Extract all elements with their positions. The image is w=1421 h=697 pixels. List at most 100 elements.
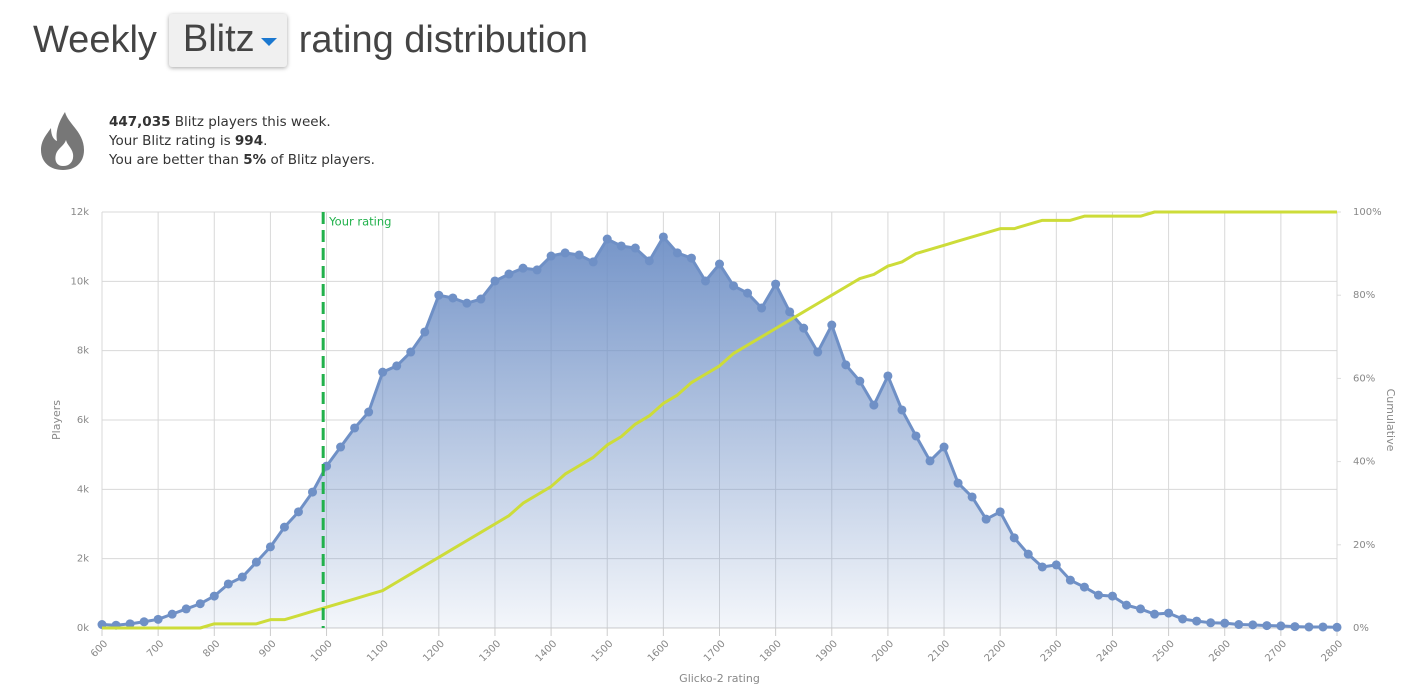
data-point: [336, 442, 346, 452]
y-tick-label: 8k: [77, 346, 89, 357]
data-point: [504, 269, 514, 279]
your-rating-label: Your rating: [328, 215, 391, 229]
x-tick-label: 2000: [870, 638, 896, 664]
data-point: [925, 456, 935, 466]
y-tick-label: 12k: [70, 207, 89, 218]
data-point: [574, 250, 584, 260]
info-line: You are better than 5% of Blitz players.: [109, 151, 375, 170]
data-point: [1009, 533, 1019, 543]
data-point: [1107, 591, 1117, 601]
data-point: [841, 360, 851, 370]
y2-axis-title: Cumulative: [1384, 389, 1397, 452]
data-point: [181, 604, 191, 614]
data-point: [771, 279, 781, 289]
info-line: Your Blitz rating is 994.: [109, 132, 375, 151]
data-point: [855, 376, 865, 386]
data-point: [785, 307, 795, 317]
data-point: [364, 407, 374, 417]
x-tick-label: 1400: [534, 638, 560, 664]
data-point: [532, 265, 542, 275]
data-point: [686, 253, 696, 263]
y2-tick-label: 20%: [1353, 540, 1375, 551]
data-point: [602, 234, 612, 244]
x-tick-label: 2600: [1207, 638, 1233, 664]
x-tick-label: 700: [145, 638, 166, 659]
x-tick-label: 1600: [646, 638, 672, 664]
x-tick-label: 2800: [1319, 638, 1345, 664]
x-tick-label: 2300: [1039, 638, 1065, 664]
y2-tick-label: 0%: [1353, 623, 1369, 634]
data-point: [1248, 620, 1258, 630]
x-tick-label: 2400: [1095, 638, 1121, 664]
y2-tick-label: 80%: [1353, 290, 1375, 301]
data-point: [350, 423, 360, 433]
data-point: [1164, 608, 1174, 618]
data-point: [1318, 622, 1328, 632]
data-point: [546, 251, 556, 261]
data-point: [209, 591, 219, 601]
x-tick-label: 1200: [421, 638, 447, 664]
data-point: [293, 507, 303, 517]
x-tick-label: 2700: [1263, 638, 1289, 664]
player-count: 447,035: [109, 114, 171, 130]
data-point: [1192, 616, 1202, 626]
data-point: [897, 405, 907, 415]
data-point: [1234, 620, 1244, 630]
data-point: [462, 298, 472, 308]
data-point: [1150, 609, 1160, 619]
variant-label: Blitz: [182, 18, 255, 60]
data-point: [251, 557, 261, 567]
data-point: [953, 478, 963, 488]
y-tick-label: 6k: [77, 415, 89, 426]
data-point: [869, 400, 879, 410]
y-tick-label: 10k: [70, 276, 89, 287]
data-point: [981, 514, 991, 524]
flame-icon: [41, 112, 84, 170]
data-point: [476, 294, 486, 304]
y-axis-title: Players: [50, 400, 63, 440]
data-point: [1079, 582, 1089, 592]
data-point: [167, 609, 177, 619]
x-tick-label: 1900: [814, 638, 840, 664]
data-point: [1037, 562, 1047, 572]
y-tick-label: 2k: [77, 554, 89, 565]
variant-dropdown[interactable]: Blitz: [168, 14, 287, 67]
info-text-part: Your Blitz rating is: [109, 133, 235, 149]
data-point: [392, 361, 402, 371]
info-text-part: of Blitz players.: [266, 152, 375, 168]
data-point: [518, 263, 528, 273]
data-point: [560, 248, 570, 258]
data-point: [1051, 560, 1061, 570]
data-point: [1332, 622, 1342, 632]
dropdown-caret: [260, 37, 277, 46]
data-point: [729, 281, 739, 291]
data-point: [1276, 621, 1286, 631]
data-point: [967, 492, 977, 502]
data-point: [883, 371, 893, 381]
data-point: [434, 290, 444, 300]
data-point: [1262, 621, 1272, 631]
data-point: [743, 288, 753, 298]
data-point: [378, 367, 388, 377]
data-point: [125, 619, 135, 629]
info-text-part: Blitz players this week.: [170, 114, 331, 130]
x-tick-label: 600: [89, 638, 110, 659]
data-point: [1304, 622, 1314, 632]
data-point: [279, 522, 289, 532]
data-point: [911, 431, 921, 441]
data-point: [757, 303, 767, 313]
y2-tick-label: 100%: [1353, 207, 1382, 218]
data-point: [265, 542, 275, 552]
y2-tick-label: 40%: [1353, 457, 1375, 468]
title-start: Weekly: [33, 19, 157, 61]
data-point: [1220, 618, 1230, 628]
data-point: [308, 487, 318, 497]
x-tick-label: 1100: [365, 638, 391, 664]
x-tick-label: 900: [257, 638, 278, 659]
x-tick-label: 2200: [983, 638, 1009, 664]
your-rating-value: 994: [234, 133, 264, 149]
data-point: [1093, 590, 1103, 600]
data-point: [630, 243, 640, 253]
page-title: Weekly Blitz rating distribution: [33, 14, 588, 67]
